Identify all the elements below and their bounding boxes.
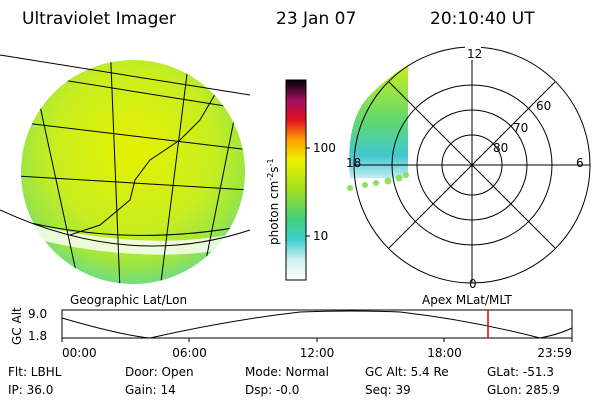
time: 20:10:40 UT bbox=[430, 9, 535, 29]
info-field: GLat: -51.3 bbox=[487, 365, 554, 379]
mlt-label: 18 bbox=[346, 156, 361, 170]
info-field: Gain: 14 bbox=[125, 383, 176, 397]
mlt-label: 0 bbox=[469, 277, 477, 291]
x-tick-label: 06:00 bbox=[172, 346, 207, 360]
info-field: IP: 36.0 bbox=[8, 383, 53, 397]
date: 23 Jan 07 bbox=[276, 9, 356, 29]
globe-image bbox=[0, 54, 251, 284]
colorbar-tick-label: 100 bbox=[313, 141, 336, 155]
x-tick-label: 12:00 bbox=[300, 346, 335, 360]
y-tick-label: 1.8 bbox=[28, 329, 47, 343]
axis-label: GC Alt bbox=[10, 307, 24, 345]
colorbar-tick-label: 10 bbox=[313, 229, 328, 243]
colorbar-unit: photon cm-2s-1 bbox=[266, 158, 281, 245]
info-field: GC Alt: 5.4 Re bbox=[365, 365, 449, 379]
panel-label: Geographic Lat/Lon bbox=[70, 293, 187, 307]
info-field: Door: Open bbox=[125, 365, 194, 379]
info-field: Dsp: -0.0 bbox=[245, 383, 299, 397]
x-tick-label: 00:00 bbox=[62, 346, 97, 360]
x-tick-label: 23:59 bbox=[537, 346, 572, 360]
info-field: Seq: 39 bbox=[365, 383, 411, 397]
ring-label: 80 bbox=[493, 141, 508, 155]
panel-label: Apex MLat/MLT bbox=[422, 293, 512, 307]
polar-plot bbox=[347, 46, 591, 284]
mlt-label: 12 bbox=[467, 47, 482, 61]
x-tick-label: 18:00 bbox=[427, 346, 462, 360]
ring-label: 70 bbox=[513, 121, 528, 135]
info-field: GLon: 285.9 bbox=[487, 383, 560, 397]
title: Ultraviolet Imager bbox=[22, 9, 176, 29]
mlt-label: 6 bbox=[576, 156, 584, 170]
info-field: Flt: LBHL bbox=[8, 365, 62, 379]
altitude-plot bbox=[61, 309, 573, 342]
info-field: Mode: Normal bbox=[245, 365, 329, 379]
colorbar bbox=[285, 79, 307, 281]
ring-label: 60 bbox=[536, 99, 551, 113]
label-bg bbox=[465, 46, 481, 60]
y-tick-label: 9.0 bbox=[28, 307, 47, 321]
